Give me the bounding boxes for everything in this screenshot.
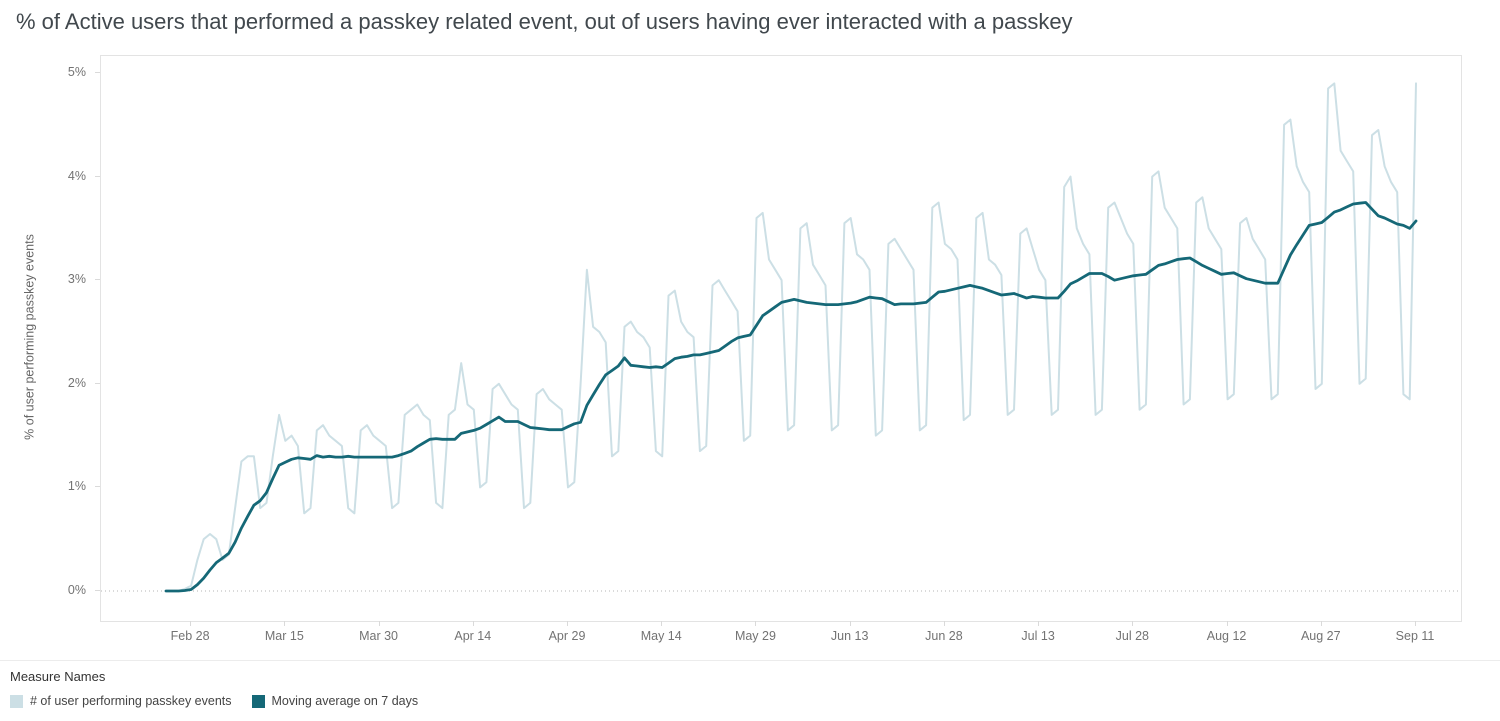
- legend-items: # of user performing passkey events Movi…: [10, 694, 418, 708]
- x-tick-label: Aug 27: [1300, 629, 1341, 643]
- x-tick-mark: [1226, 621, 1228, 626]
- x-tick-label: Apr 29: [548, 629, 586, 643]
- x-tick-label: Apr 14: [454, 629, 492, 643]
- y-tick-label: 2%: [67, 375, 86, 390]
- x-tick-label: May 14: [640, 629, 682, 643]
- plot-area[interactable]: [100, 55, 1462, 622]
- legend-item-moving-average[interactable]: Moving average on 7 days: [251, 694, 419, 708]
- y-tick-label: 0%: [67, 583, 86, 597]
- x-tick-mark: [1038, 621, 1040, 626]
- x-tick-label: Jun 13: [830, 629, 869, 643]
- x-tick-label: Jun 28: [925, 629, 963, 643]
- y-tick-mark: [95, 382, 100, 384]
- x-axis-tick-marks: [100, 621, 1460, 626]
- legend-swatch-moving-average: [251, 694, 265, 708]
- x-tick-mark: [1415, 621, 1416, 626]
- x-tick-mark: [284, 621, 286, 626]
- x-tick-mark: [849, 621, 851, 626]
- x-tick-label: Jul 28: [1115, 629, 1150, 643]
- x-tick-mark: [661, 621, 663, 626]
- y-tick-label: 3%: [67, 272, 86, 287]
- x-tick-mark: [943, 621, 945, 626]
- y-tick-mark: [95, 175, 100, 177]
- y-tick-mark: [95, 72, 100, 73]
- y-tick-mark: [95, 279, 100, 281]
- x-tick-label: Mar 15: [264, 629, 304, 643]
- moving-average-line[interactable]: [164, 201, 1418, 593]
- x-axis-labels: Feb 28 Mar 15 Mar 30 Apr 14 Apr 29 May 14 May …: [100, 629, 1460, 649]
- y-tick-label: 4%: [67, 168, 86, 183]
- daily-series-line[interactable]: [165, 82, 1417, 592]
- legend-label-moving-average: Moving average on 7 days: [271, 694, 419, 708]
- y-axis-tick-marks: [95, 55, 100, 620]
- legend-label-daily-series: # of user performing passkey events: [30, 694, 232, 708]
- legend-swatch-daily-series: [10, 694, 23, 708]
- x-tick-mark: [755, 621, 757, 626]
- x-tick-mark: [472, 621, 474, 626]
- y-axis-labels: 0% 1% 2% 3% 4% 5%: [0, 55, 92, 620]
- x-tick-label: Mar 30: [359, 629, 399, 643]
- x-tick-label: Sep 11: [1395, 629, 1435, 643]
- chart-title: % of Active users that performed a passk…: [16, 9, 1073, 34]
- x-tick-label: Aug 12: [1206, 629, 1247, 643]
- x-tick-mark: [1132, 621, 1134, 626]
- x-tick-mark: [1320, 621, 1322, 626]
- y-tick-mark: [95, 486, 100, 488]
- x-tick-mark: [190, 621, 192, 626]
- chart-canvas[interactable]: [101, 56, 1461, 621]
- x-tick-label: Feb 28: [170, 629, 210, 643]
- x-tick-mark: [567, 621, 568, 626]
- y-tick-mark: [95, 590, 100, 591]
- legend-title: Measure Names: [10, 669, 106, 684]
- x-tick-label: Jul 13: [1021, 629, 1055, 643]
- x-tick-mark: [378, 621, 380, 626]
- x-tick-label: May 29: [734, 629, 776, 643]
- y-tick-label: 1%: [67, 479, 86, 494]
- legend-item-daily-series[interactable]: # of user performing passkey events: [10, 694, 232, 708]
- legend: Measure Names # of user performing passk…: [0, 660, 1500, 721]
- y-tick-label: 5%: [67, 65, 86, 79]
